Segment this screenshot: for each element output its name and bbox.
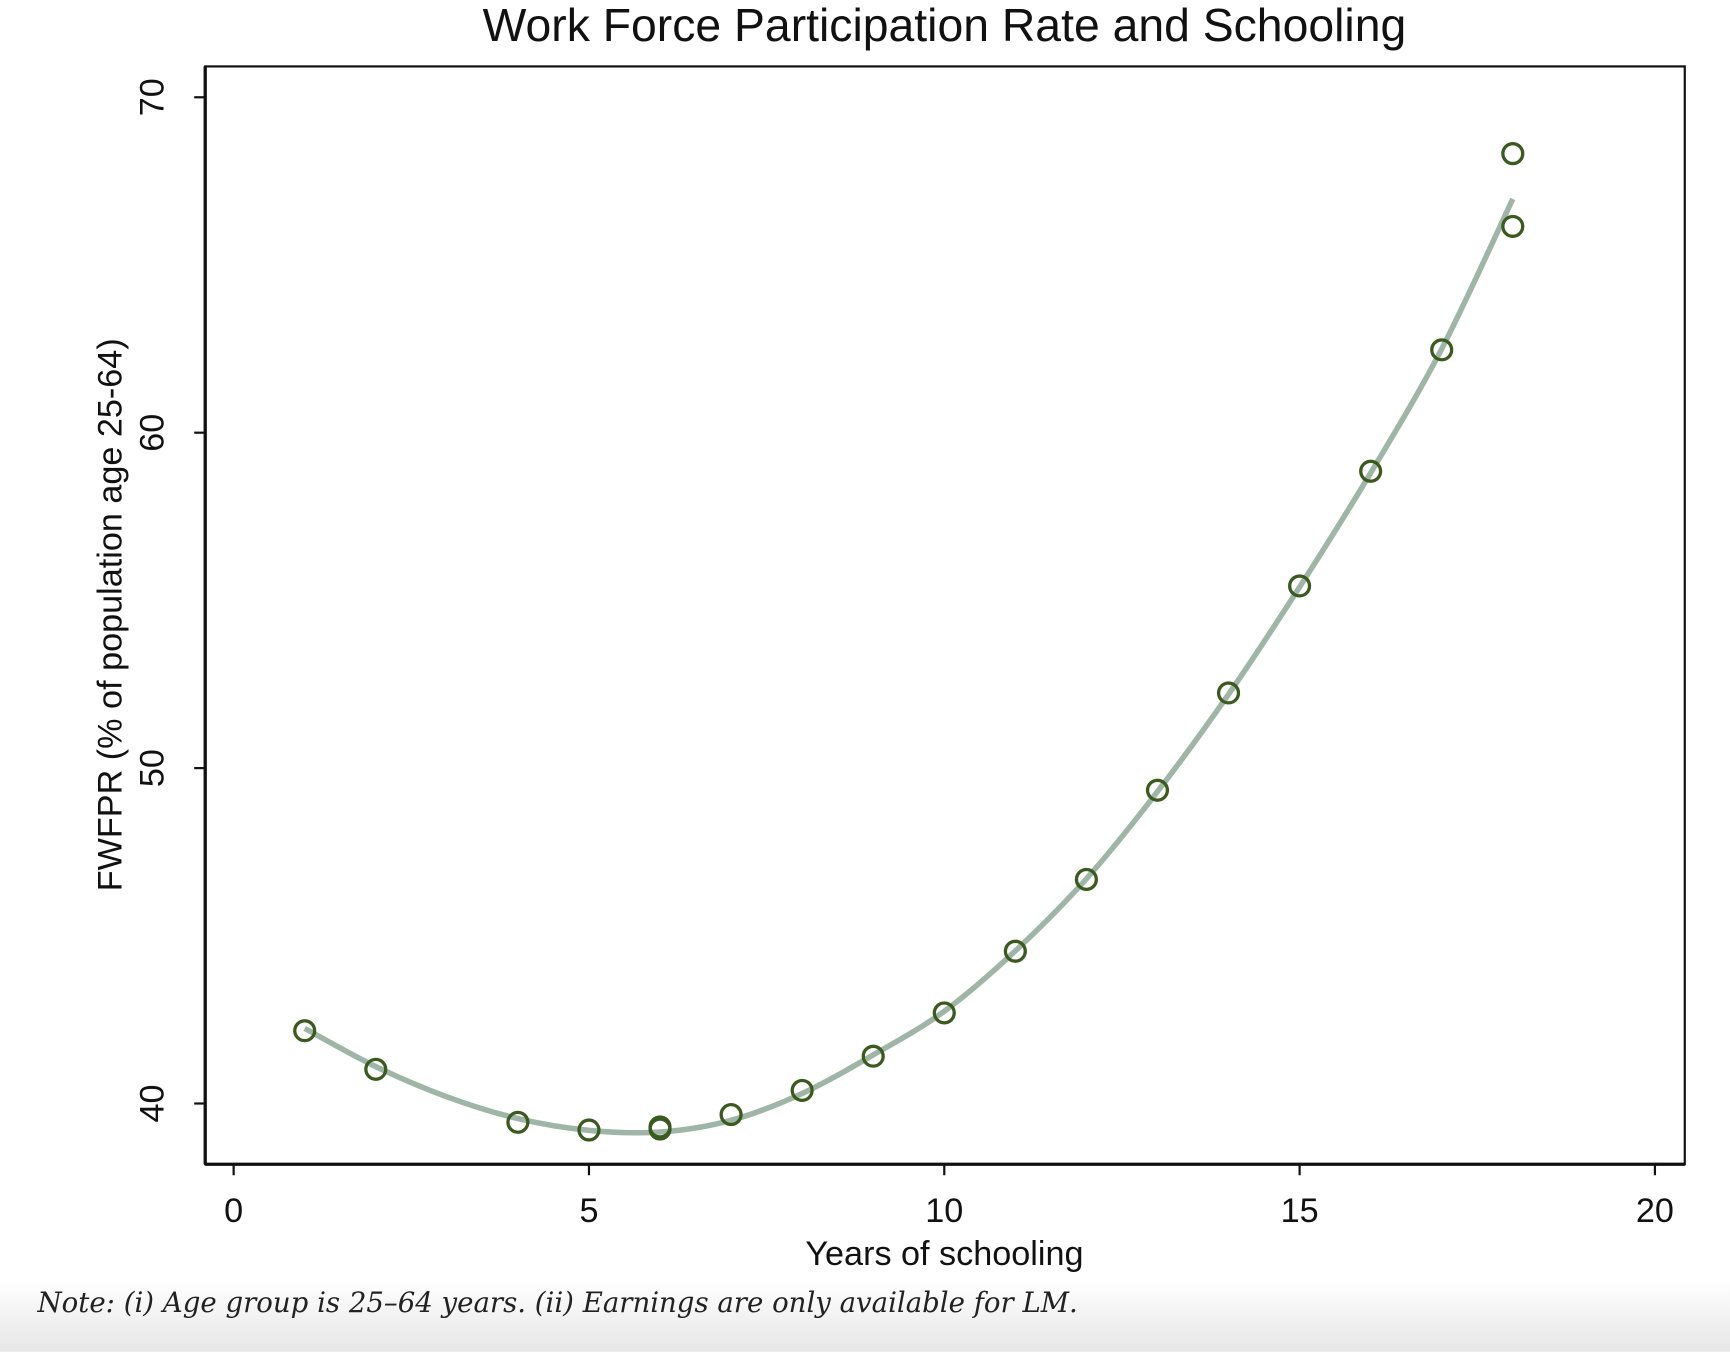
x-tick-label: 10 <box>925 1192 963 1230</box>
data-point <box>1359 459 1383 483</box>
x-tick-label: 15 <box>1281 1192 1319 1230</box>
chart-title: Work Force Participation Rate and School… <box>483 0 1407 51</box>
data-point <box>506 1110 530 1134</box>
data-point <box>719 1102 743 1127</box>
y-axis-label: FWFPR (% of population age 25-64) <box>92 338 130 891</box>
y-tick-label: 50 <box>133 749 171 787</box>
y-tick-label: 40 <box>133 1084 171 1122</box>
data-point <box>577 1118 601 1142</box>
y-tick-label: 60 <box>133 414 171 452</box>
x-axis-label: Years of schooling <box>805 1235 1083 1273</box>
data-point <box>1501 214 1525 238</box>
data-point <box>1216 681 1241 705</box>
fit-line <box>303 197 1516 1136</box>
data-point <box>1430 338 1454 362</box>
x-tick-label: 0 <box>224 1192 243 1230</box>
x-tick-label: 20 <box>1636 1192 1674 1230</box>
data-point <box>861 1044 885 1068</box>
data-point <box>1003 939 1027 963</box>
data-point <box>1145 778 1170 802</box>
data-point <box>364 1057 388 1081</box>
data-point <box>293 1019 317 1043</box>
plot-frame <box>204 65 1686 1166</box>
data-point <box>790 1078 814 1103</box>
data-point <box>1501 142 1525 166</box>
data-point <box>1288 574 1312 598</box>
data-point <box>932 1001 956 1025</box>
footer-fade <box>0 1280 1730 1352</box>
data-point <box>1074 867 1098 892</box>
y-tick-label: 70 <box>133 78 171 116</box>
data-point <box>648 1115 672 1139</box>
note: Note: (i) Age group is 25–64 years. (ii)… <box>37 1286 1078 1319</box>
x-tick-label: 5 <box>579 1192 598 1230</box>
